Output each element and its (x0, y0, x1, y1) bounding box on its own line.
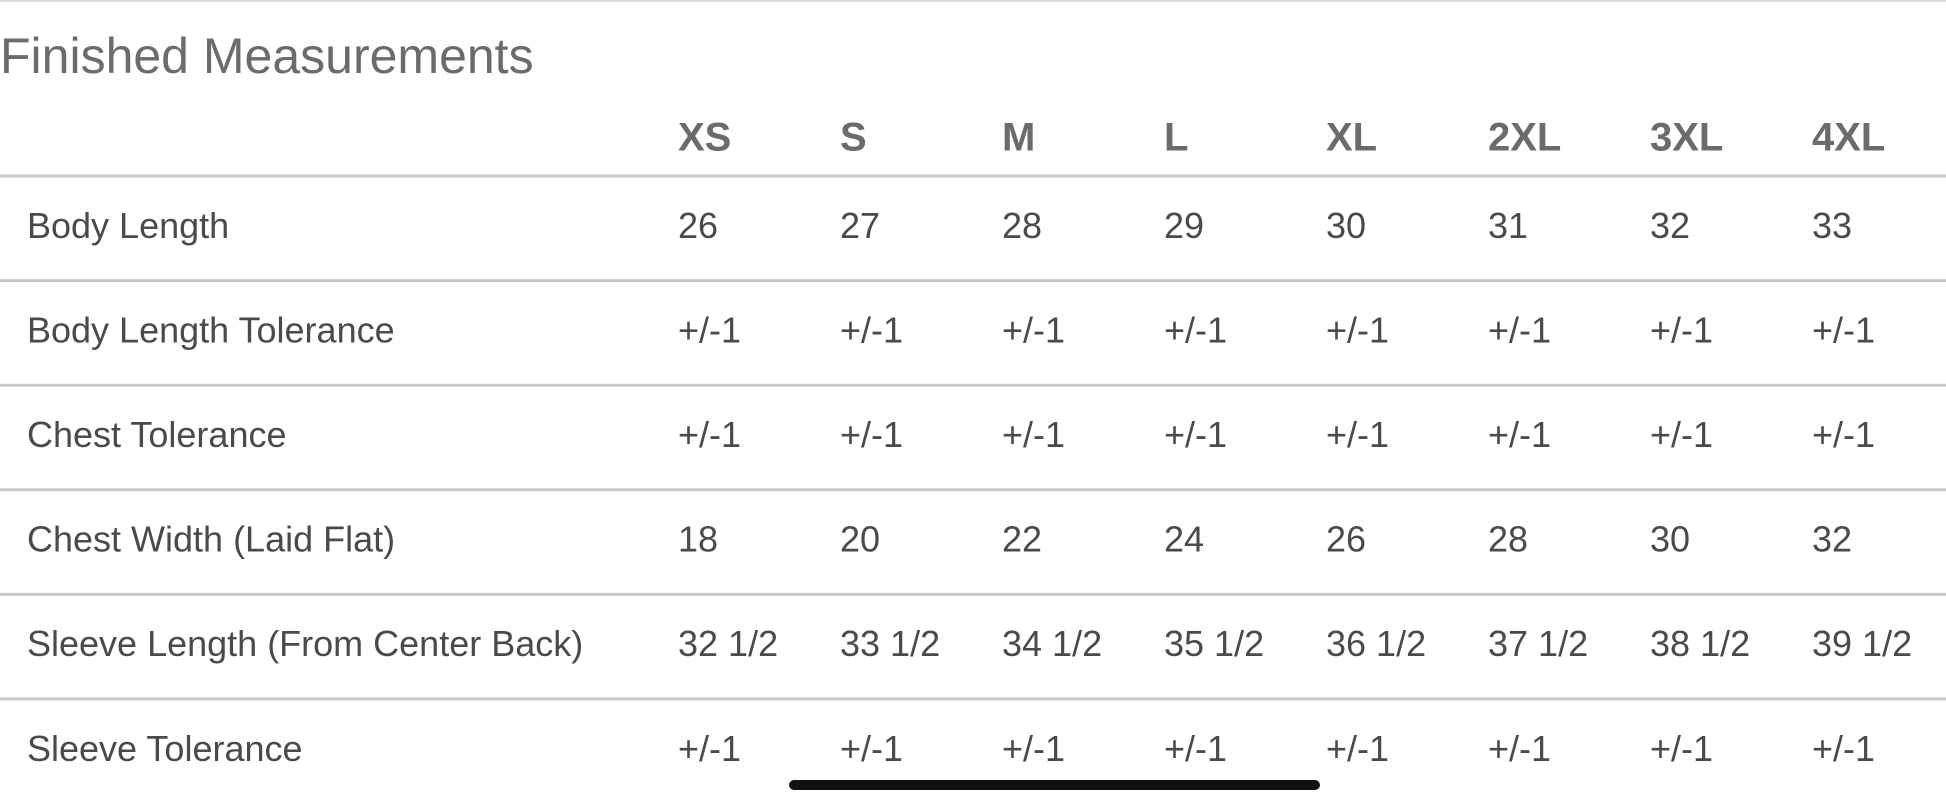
cell-value: 18 (678, 519, 718, 560)
cell-value: +/-1 (1650, 414, 1713, 455)
cell-value: 33 (1812, 205, 1852, 246)
cell-value: +/-1 (1812, 414, 1875, 455)
cell-value: 29 (1164, 205, 1204, 246)
cell-value: +/-1 (1488, 728, 1551, 769)
row-label: Chest Width (Laid Flat) (27, 519, 395, 560)
column-header: M (1002, 116, 1035, 160)
cell-value: +/-1 (1650, 728, 1713, 769)
cell-value: +/-1 (1812, 309, 1875, 350)
cell-value: +/-1 (1488, 414, 1551, 455)
cell-value: +/-1 (1164, 414, 1227, 455)
cell-value: 26 (678, 205, 718, 246)
cell-value: +/-1 (1002, 414, 1065, 455)
column-header: 4XL (1812, 116, 1885, 160)
cell-value: 36 1/2 (1326, 623, 1426, 664)
row-label: Sleeve Length (From Center Back) (27, 623, 583, 664)
cell-value: +/-1 (1164, 728, 1227, 769)
cell-value: +/-1 (840, 728, 903, 769)
cell-value: 26 (1326, 519, 1366, 560)
cell-value: 22 (1002, 519, 1042, 560)
cell-value: +/-1 (1164, 309, 1227, 350)
cell-value: +/-1 (1326, 414, 1389, 455)
cell-value: 28 (1488, 519, 1528, 560)
cell-value: +/-1 (678, 414, 741, 455)
cell-value: 28 (1002, 205, 1042, 246)
column-header: XL (1326, 116, 1377, 160)
cell-value: +/-1 (1650, 309, 1713, 350)
row-label: Chest Tolerance (27, 414, 287, 455)
cell-value: 34 1/2 (1002, 623, 1102, 664)
cell-value: 39 1/2 (1812, 623, 1912, 664)
cell-value: +/-1 (1326, 728, 1389, 769)
cell-value: +/-1 (840, 414, 903, 455)
cell-value: 30 (1650, 519, 1690, 560)
cell-value: +/-1 (840, 309, 903, 350)
row-label: Body Length Tolerance (27, 309, 395, 350)
cell-value: 32 1/2 (678, 623, 778, 664)
cell-value: +/-1 (678, 309, 741, 350)
cell-value: 27 (840, 205, 880, 246)
row-label: Sleeve Tolerance (27, 728, 303, 769)
cell-value: +/-1 (1812, 728, 1875, 769)
column-header: S (840, 116, 867, 160)
cell-value: 37 1/2 (1488, 623, 1588, 664)
column-header: 3XL (1650, 116, 1723, 160)
cell-value: 30 (1326, 205, 1366, 246)
cell-value: 20 (840, 519, 880, 560)
cell-value: +/-1 (678, 728, 741, 769)
cell-value: +/-1 (1002, 728, 1065, 769)
cell-value: +/-1 (1326, 309, 1389, 350)
cell-value: +/-1 (1002, 309, 1065, 350)
cell-value: 33 1/2 (840, 623, 940, 664)
cell-value: 38 1/2 (1650, 623, 1750, 664)
row-label: Body Length (27, 205, 229, 246)
cell-value: 35 1/2 (1164, 623, 1264, 664)
column-header: XS (678, 116, 731, 160)
column-header: 2XL (1488, 116, 1561, 160)
cell-value: 24 (1164, 519, 1204, 560)
cell-value: 31 (1488, 205, 1528, 246)
cell-value: +/-1 (1488, 309, 1551, 350)
title: Finished Measurements (0, 28, 534, 84)
cell-value: 32 (1650, 205, 1690, 246)
cell-value: 32 (1812, 519, 1852, 560)
column-header: L (1164, 116, 1188, 160)
